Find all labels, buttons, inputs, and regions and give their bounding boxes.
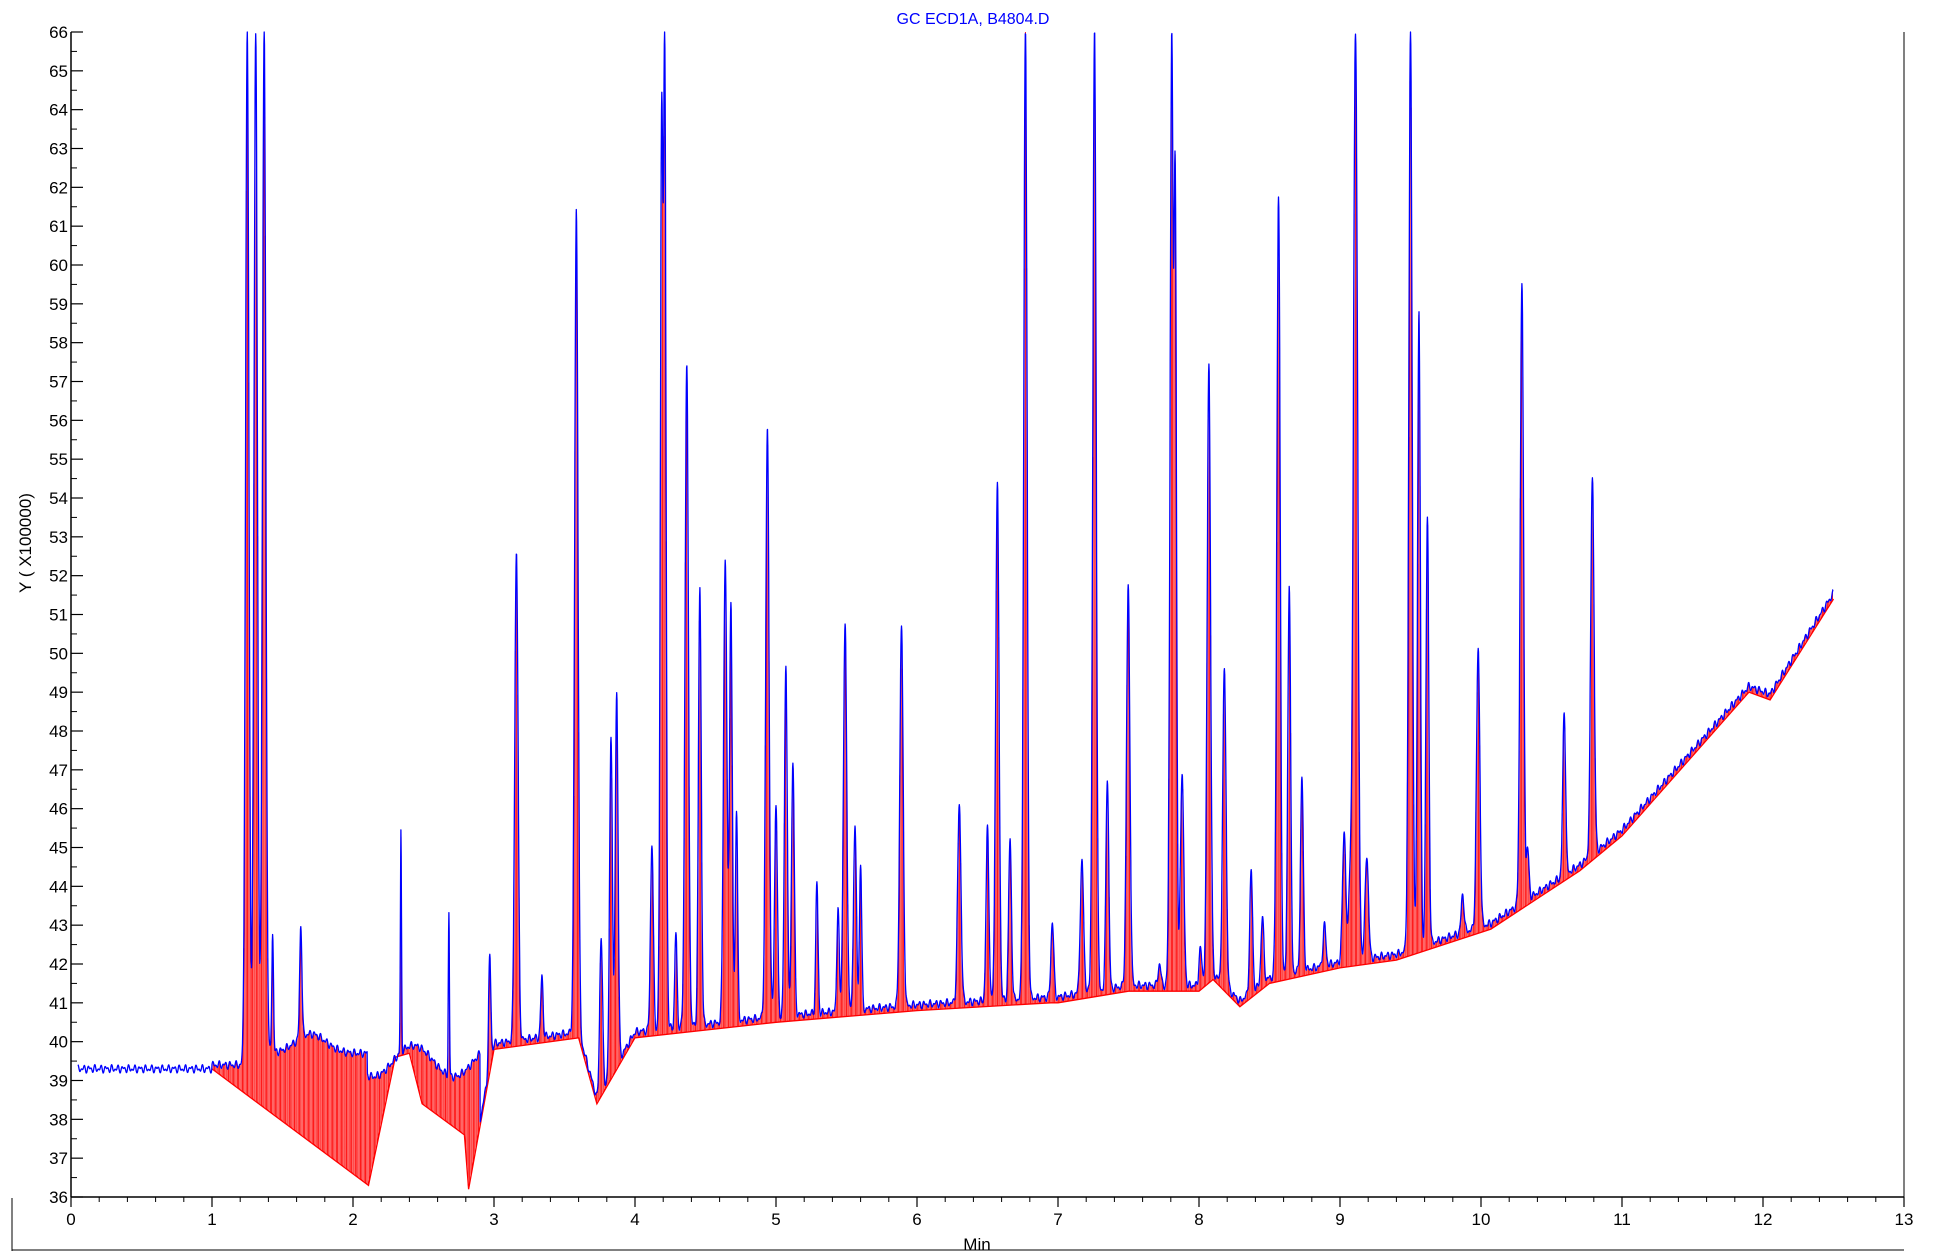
y-axis-label: Y ( X100000): [16, 493, 35, 593]
y-tick-label: 40: [49, 1033, 68, 1052]
x-tick-label: 3: [489, 1210, 498, 1229]
y-tick-label: 46: [49, 800, 68, 819]
y-tick-label: 62: [49, 178, 68, 197]
y-tick-label: 57: [49, 373, 68, 392]
y-tick-label: 48: [49, 722, 68, 741]
y-tick-label: 50: [49, 644, 68, 663]
x-tick-label: 9: [1335, 1210, 1344, 1229]
y-tick-label: 66: [49, 23, 68, 42]
y-tick-label: 49: [49, 683, 68, 702]
y-tick-label: 56: [49, 411, 68, 430]
blue-signal-series: [77, 31, 1834, 1123]
y-tick-label: 61: [49, 217, 68, 236]
y-tick-label: 65: [49, 62, 68, 81]
y-axis: 36 37 38 39 40 41 42 43 44 45 46 47 48 49 50 51 52 53 54 55…: [49, 23, 83, 1207]
x-tick-label: 2: [348, 1210, 357, 1229]
x-tick-label: 6: [912, 1210, 921, 1229]
y-tick-label: 59: [49, 295, 68, 314]
x-tick-label: 5: [771, 1210, 780, 1229]
x-tick-label: 13: [1895, 1210, 1914, 1229]
y-tick-label: 64: [49, 101, 68, 120]
y-tick-label: 44: [49, 877, 68, 896]
y-tick-label: 42: [49, 955, 68, 974]
x-tick-label: 12: [1754, 1210, 1773, 1229]
y-tick-label: 58: [49, 334, 68, 353]
y-tick-label: 41: [49, 994, 68, 1013]
y-tick-label: 52: [49, 567, 68, 586]
x-tick-label: 0: [66, 1210, 75, 1229]
y-tick-label: 39: [49, 1072, 68, 1091]
y-tick-label: 51: [49, 606, 68, 625]
y-tick-label: 43: [49, 916, 68, 935]
y-tick-label: 47: [49, 761, 68, 780]
signal-line: [77, 31, 1834, 1123]
integration-baseline: [211, 598, 1835, 1190]
y-tick-label: 36: [49, 1188, 68, 1207]
x-tick-label: 11: [1613, 1210, 1631, 1229]
x-tick-label: 4: [630, 1210, 639, 1229]
x-tick-label: 7: [1053, 1210, 1062, 1229]
chart-title: GC ECD1A, B4804.D: [897, 11, 1050, 28]
y-tick-label: 60: [49, 256, 68, 275]
x-axis: 0 1 2 3 4 5 6 7 8 9 10 11 12 13: [66, 1197, 1913, 1229]
x-tick-label: 1: [207, 1210, 216, 1229]
y-tick-label: 45: [49, 839, 68, 858]
x-tick-label: 10: [1472, 1210, 1491, 1229]
y-tick-label: 63: [49, 140, 68, 159]
y-tick-label: 55: [49, 450, 68, 469]
x-tick-label: 8: [1194, 1210, 1203, 1229]
y-tick-label: 54: [49, 489, 68, 508]
y-tick-label: 53: [49, 528, 68, 547]
x-axis-label: Min: [963, 1235, 990, 1251]
y-tick-label: 37: [49, 1149, 68, 1168]
y-tick-label: 38: [49, 1110, 68, 1129]
